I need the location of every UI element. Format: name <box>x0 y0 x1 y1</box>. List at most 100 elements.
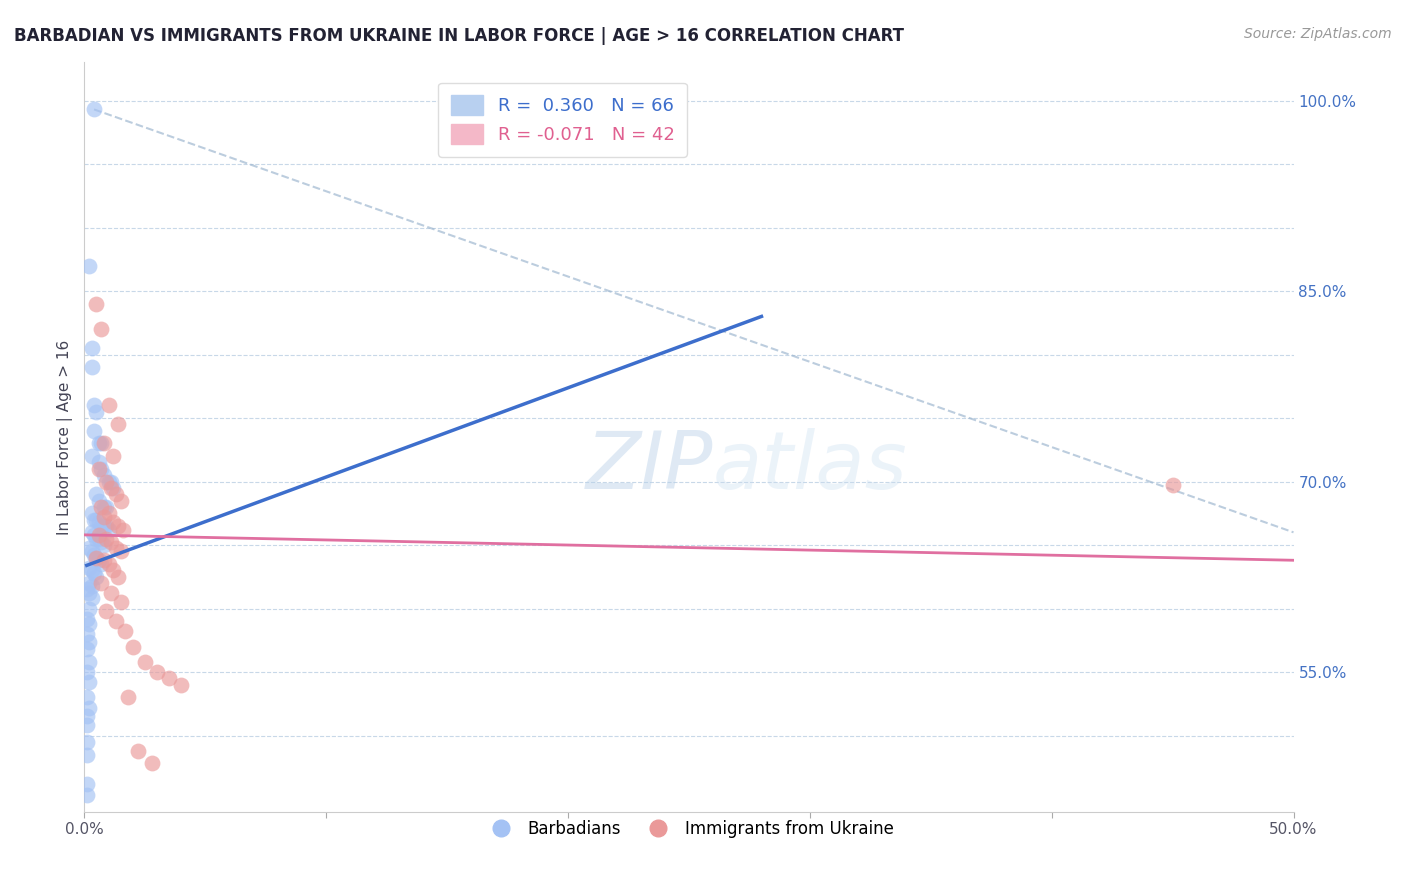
Point <box>77 576 100 591</box>
Point <box>127 744 149 758</box>
Point <box>93 500 115 514</box>
Point <box>86 513 108 527</box>
Point <box>110 493 132 508</box>
Point <box>80 579 103 593</box>
Point <box>83 566 105 580</box>
Point <box>87 455 110 469</box>
Point <box>170 678 193 692</box>
Point <box>103 563 125 577</box>
Point <box>76 747 98 762</box>
Point <box>76 735 98 749</box>
Point <box>100 535 122 549</box>
Point <box>76 788 98 802</box>
Point <box>97 398 120 412</box>
Point <box>90 557 112 571</box>
Point <box>77 259 100 273</box>
Legend: Barbadians, Immigrants from Ukraine: Barbadians, Immigrants from Ukraine <box>478 814 900 845</box>
Point <box>86 405 108 419</box>
Point <box>97 557 120 571</box>
Point <box>87 493 110 508</box>
Point <box>80 591 103 606</box>
Point <box>97 523 120 537</box>
Point <box>107 519 129 533</box>
Point <box>100 481 122 495</box>
Point <box>77 616 100 631</box>
Point <box>104 487 127 501</box>
Point <box>86 550 108 565</box>
Point <box>134 655 156 669</box>
Point <box>87 436 110 450</box>
Point <box>86 532 108 546</box>
Point <box>90 462 112 476</box>
Point <box>93 538 115 552</box>
Point <box>87 532 110 546</box>
Point <box>77 561 100 575</box>
Point <box>93 468 115 483</box>
Point <box>94 500 117 514</box>
Point <box>157 672 180 686</box>
Point <box>77 586 100 600</box>
Point <box>76 777 98 791</box>
Point <box>100 475 122 489</box>
Point <box>104 614 127 628</box>
Text: BARBADIAN VS IMMIGRANTS FROM UKRAINE IN LABOR FORCE | AGE > 16 CORRELATION CHART: BARBADIAN VS IMMIGRANTS FROM UKRAINE IN … <box>14 27 904 45</box>
Point <box>76 582 98 597</box>
Point <box>87 462 110 476</box>
Point <box>94 532 117 546</box>
Point <box>141 756 163 771</box>
Text: Source: ZipAtlas.com: Source: ZipAtlas.com <box>1244 27 1392 41</box>
Point <box>114 624 136 639</box>
Point <box>77 700 100 714</box>
Y-axis label: In Labor Force | Age > 16: In Labor Force | Age > 16 <box>58 340 73 534</box>
Point <box>76 690 98 705</box>
Point <box>107 570 129 584</box>
Point <box>77 634 100 648</box>
Point <box>94 475 117 489</box>
Point <box>76 709 98 723</box>
Point <box>90 500 112 514</box>
Point <box>76 612 98 626</box>
Point <box>76 642 98 657</box>
Point <box>86 570 108 584</box>
Point <box>110 595 132 609</box>
Point <box>87 553 110 567</box>
Point <box>104 541 127 555</box>
Point <box>103 515 125 529</box>
Point <box>112 523 135 537</box>
Point <box>94 604 117 618</box>
Point <box>80 360 103 375</box>
Point <box>80 341 103 355</box>
Point <box>86 550 108 565</box>
Point <box>77 601 100 615</box>
Point <box>83 548 105 562</box>
Point <box>121 640 143 654</box>
Text: ZIP: ZIP <box>586 428 713 506</box>
Point <box>146 665 169 679</box>
Point <box>80 449 103 463</box>
Point <box>93 519 115 533</box>
Point <box>103 449 125 463</box>
Point <box>1161 478 1184 492</box>
Point <box>86 487 108 501</box>
Point <box>90 436 112 450</box>
Text: atlas: atlas <box>713 428 908 506</box>
Point <box>83 103 105 117</box>
Point <box>83 513 105 527</box>
Point <box>94 519 117 533</box>
Point <box>76 627 98 641</box>
Point <box>90 322 112 336</box>
Point <box>83 398 105 412</box>
Point <box>107 417 129 432</box>
Point <box>87 528 110 542</box>
Point <box>90 576 112 591</box>
Point <box>90 519 112 533</box>
Point <box>80 544 103 558</box>
Point <box>80 525 103 540</box>
Point <box>83 528 105 542</box>
Point <box>110 544 132 558</box>
Point <box>76 665 98 679</box>
Point <box>97 475 120 489</box>
Point <box>77 541 100 555</box>
Point <box>87 515 110 529</box>
Point <box>93 553 115 567</box>
